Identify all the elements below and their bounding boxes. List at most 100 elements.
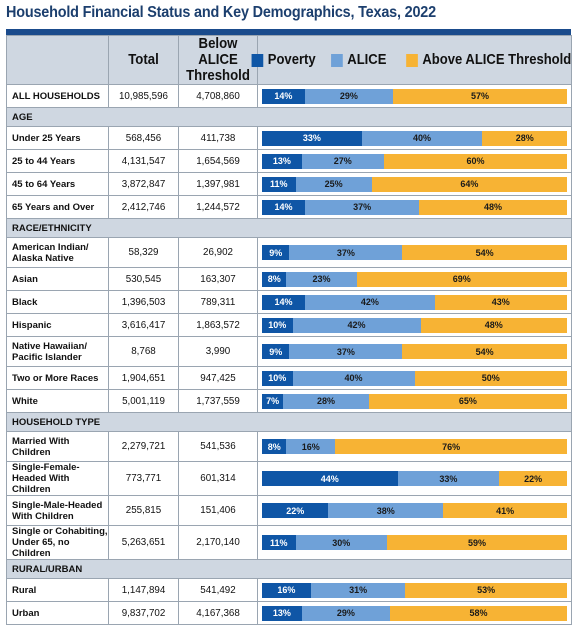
bar-segment-poverty: 16%	[262, 582, 311, 598]
bar-cell: 8% 16% 76%	[257, 431, 572, 462]
stacked-bar: 8% 16% 76%	[262, 439, 567, 454]
bar-cell: 16% 31% 53%	[257, 578, 572, 602]
legend-label: Poverty	[268, 52, 317, 68]
bar-cell: 14% 29% 57%	[257, 84, 572, 108]
table-row: Hispanic 3,616,417 1,863,572 10% 42% 48%	[6, 313, 572, 337]
total-value: 5,263,651	[108, 525, 179, 560]
stacked-bar: 8% 23% 69%	[262, 271, 567, 287]
bar-segment-above-alice: 48%	[420, 317, 567, 333]
row-label: Single or Cohabiting, Under 65, no Child…	[6, 525, 109, 560]
total-value: 2,412,746	[108, 195, 179, 219]
below-alice-value: 411,738	[178, 126, 258, 150]
bar-segment-alice: 29%	[304, 88, 394, 104]
row-label: ALL HOUSEHOLDS	[6, 84, 109, 108]
bar-segment-poverty: 11%	[262, 535, 296, 550]
stacked-bar: 11% 30% 59%	[262, 535, 567, 550]
table-row: Urban 9,837,702 4,167,368 13% 29% 58%	[6, 601, 572, 625]
bar-segment-alice: 37%	[289, 344, 403, 359]
bar-segment-above-alice: 28%	[482, 130, 567, 146]
total-value: 530,545	[108, 267, 179, 291]
stacked-bar: 44% 33% 22%	[262, 471, 567, 486]
below-alice-value: 1,737,559	[178, 389, 258, 413]
row-label: Single-Male-Headed With Children	[6, 495, 109, 526]
bar-segment-poverty: 14%	[262, 294, 306, 310]
legend-swatch	[330, 53, 343, 67]
table-row: 25 to 44 Years 4,131,547 1,654,569 13% 27% 60…	[6, 149, 572, 173]
table-row: American Indian/ Alaska Native 58,329 26,9…	[6, 237, 572, 268]
table-row: Asian 530,545 163,307 8% 23% 69%	[6, 267, 572, 291]
row-label: Black	[6, 290, 109, 314]
total-value: 4,131,547	[108, 149, 179, 173]
bar-cell: 13% 27% 60%	[257, 149, 572, 173]
bar-segment-alice: 23%	[286, 271, 357, 287]
total-value: 3,872,847	[108, 172, 179, 196]
section-label: RACE/ETHNICITY	[6, 218, 572, 238]
stacked-bar: 22% 38% 41%	[262, 503, 567, 518]
table-row: Rural 1,147,894 541,492 16% 31% 53%	[6, 578, 572, 602]
table-row: White 5,001,119 1,737,559 7% 28% 65%	[6, 389, 572, 413]
section-header: RURAL/URBAN	[6, 559, 572, 579]
below-alice-value: 947,425	[178, 366, 258, 390]
row-label: Native Hawaiian/ Pacific Islander	[6, 336, 109, 367]
chart-legend: Poverty ALICE Above ALICE Threshold	[251, 35, 572, 85]
page-title: Household Financial Status and Key Demog…	[6, 4, 436, 21]
below-alice-value: 163,307	[178, 267, 258, 291]
total-value: 773,771	[108, 461, 179, 496]
below-alice-value: 151,406	[178, 495, 258, 526]
below-alice-value: 541,536	[178, 431, 258, 462]
bar-segment-alice: 42%	[305, 294, 435, 310]
section-label: HOUSEHOLD TYPE	[6, 412, 572, 432]
bar-segment-alice: 25%	[295, 176, 372, 192]
bar-segment-above-alice: 65%	[368, 393, 567, 409]
bar-segment-poverty: 9%	[262, 245, 290, 260]
stacked-bar: 14% 37% 48%	[262, 199, 567, 215]
below-alice-value: 2,170,140	[178, 525, 258, 560]
bar-segment-above-alice: 64%	[371, 176, 567, 192]
stacked-bar: 11% 25% 64%	[262, 176, 567, 192]
total-value: 3,616,417	[108, 313, 179, 337]
bar-cell: 44% 33% 22%	[257, 461, 572, 496]
below-alice-value: 1,397,981	[178, 172, 258, 196]
bar-segment-above-alice: 76%	[335, 439, 567, 454]
table-row: 45 to 64 Years 3,872,847 1,397,981 11% 25% 64…	[6, 172, 572, 196]
row-label: American Indian/ Alaska Native	[6, 237, 109, 268]
bar-cell: 14% 42% 43%	[257, 290, 572, 314]
bar-segment-alice: 38%	[328, 503, 444, 518]
legend-poverty: Poverty	[251, 52, 317, 68]
stacked-bar: 9% 37% 54%	[262, 245, 567, 260]
bar-segment-alice: 40%	[361, 130, 483, 146]
row-label: 65 Years and Over	[6, 195, 109, 219]
stacked-bar: 7% 28% 65%	[262, 393, 567, 409]
table-row: Single-Male-Headed With Children 255,815 1…	[6, 495, 572, 526]
bar-segment-above-alice: 58%	[390, 605, 567, 621]
below-alice-value: 1,654,569	[178, 149, 258, 173]
title-rule	[6, 29, 571, 35]
bar-cell: 9% 37% 54%	[257, 336, 572, 367]
stacked-bar: 10% 40% 50%	[262, 370, 567, 386]
row-label: Married With Children	[6, 431, 109, 462]
stacked-bar: 16% 31% 53%	[262, 582, 567, 598]
bar-segment-above-alice: 41%	[443, 503, 567, 518]
bar-segment-above-alice: 22%	[499, 471, 567, 486]
row-label: Hispanic	[6, 313, 109, 337]
bar-segment-above-alice: 53%	[405, 582, 567, 598]
below-alice-value: 1,863,572	[178, 313, 258, 337]
bar-segment-poverty: 33%	[262, 130, 362, 146]
bar-cell: 33% 40% 28%	[257, 126, 572, 150]
table-row: Native Hawaiian/ Pacific Islander 8,768 3,…	[6, 336, 572, 367]
bar-cell: 22% 38% 41%	[257, 495, 572, 526]
total-value: 58,329	[108, 237, 179, 268]
table-row: Single-Female-Headed With Children 773,77…	[6, 461, 572, 496]
bar-segment-alice: 30%	[295, 535, 388, 550]
row-label: Asian	[6, 267, 109, 291]
bar-segment-alice: 37%	[289, 245, 403, 260]
bar-segment-poverty: 44%	[262, 471, 398, 486]
stacked-bar: 10% 42% 48%	[262, 317, 567, 333]
section-header: RACE/ETHNICITY	[6, 218, 572, 238]
legend-alice: ALICE	[330, 52, 386, 68]
bar-cell: 8% 23% 69%	[257, 267, 572, 291]
bar-segment-poverty: 7%	[262, 393, 284, 409]
below-alice-value: 4,708,860	[178, 84, 258, 108]
total-value: 255,815	[108, 495, 179, 526]
row-label: Single-Female-Headed With Children	[6, 461, 109, 496]
